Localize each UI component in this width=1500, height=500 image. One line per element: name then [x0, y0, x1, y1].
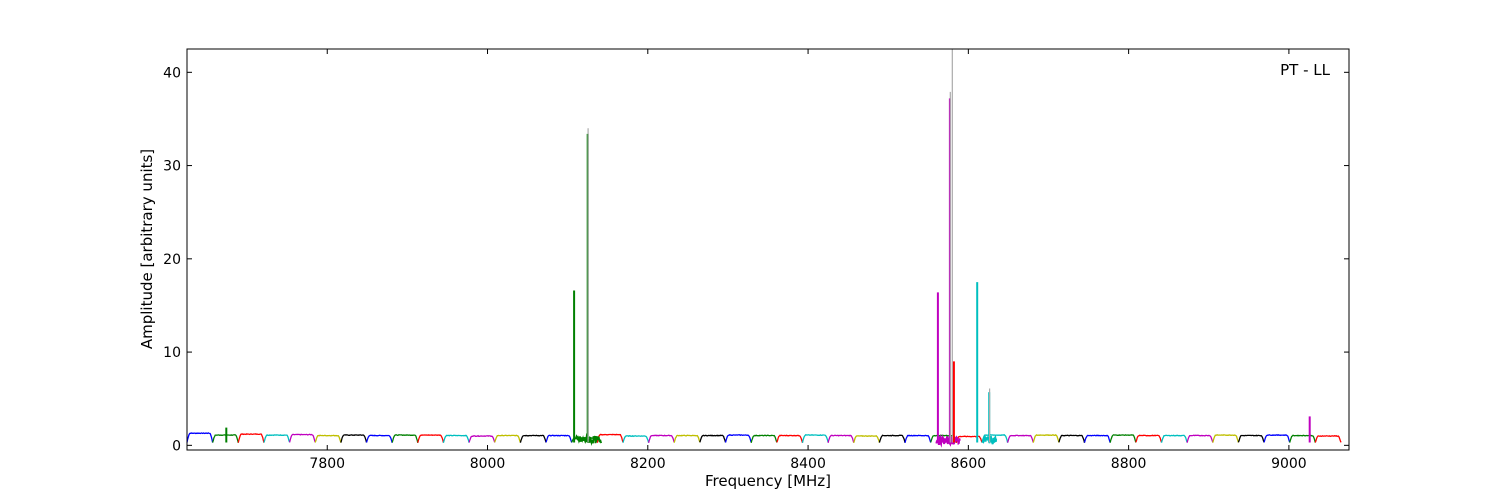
subband-curve-13: [494, 434, 522, 443]
y-tick-label: 40: [163, 65, 181, 81]
subband-curve-37: [1109, 434, 1137, 443]
subband-curve-8: [365, 434, 393, 443]
subband-curve-17: [596, 433, 624, 443]
subband-curve-40: [1186, 434, 1214, 443]
series-layer: [186, 432, 1342, 448]
y-tick-label: 10: [163, 345, 181, 361]
subband-curve-38: [1135, 434, 1163, 443]
subband-curve-45: [1314, 435, 1342, 443]
x-tick-label: 8800: [1111, 456, 1147, 472]
subband-curve-28: [878, 434, 906, 443]
y-tick-label: 30: [163, 159, 181, 175]
subband-curve-1: [186, 432, 214, 443]
x-tick-label: 8000: [470, 456, 506, 472]
y-tick-label: 0: [172, 438, 181, 454]
noisy-region-2: [935, 434, 961, 448]
subband-curve-18: [622, 434, 650, 443]
subband-curve-15: [545, 434, 573, 443]
subband-curve-27: [853, 434, 881, 443]
plot-frame: [186, 48, 1350, 451]
subband-curve-12: [468, 434, 496, 443]
subband-curve-4: [263, 434, 291, 443]
subband-curve-9: [391, 434, 419, 443]
x-tick-label: 8400: [790, 456, 826, 472]
subband-curve-7: [340, 434, 368, 443]
subband-curve-20: [673, 434, 701, 443]
subband-curve-10: [417, 434, 445, 443]
subband-curve-43: [1263, 434, 1291, 443]
y-axis-label: Amplitude [arbitrary units]: [138, 149, 156, 349]
subband-curve-21: [699, 434, 727, 443]
subband-curve-3: [237, 433, 265, 443]
subband-curve-33: [1006, 434, 1034, 443]
subband-curve-34: [1032, 433, 1060, 443]
y-tick-label: 20: [163, 252, 181, 268]
subband-curve-22: [724, 434, 752, 443]
subband-curve-23: [750, 434, 778, 443]
x-tick-label: 7800: [309, 456, 345, 472]
subband-curve-14: [519, 434, 547, 443]
subband-curve-11: [442, 434, 470, 443]
subband-curve-26: [827, 434, 855, 443]
tick-layer: 7800 8000 8200 8400 8600 8800 9000 0 10 20 30 40: [163, 49, 1349, 472]
subband-curve-39: [1160, 434, 1188, 443]
subband-curve-5: [288, 433, 316, 443]
subband-curve-42: [1237, 434, 1265, 443]
x-axis-label: Frequency [MHz]: [705, 472, 831, 490]
subband-curve-6: [314, 434, 342, 443]
annotation-label: PT - LL: [1280, 61, 1331, 79]
subband-curve-19: [647, 434, 675, 443]
subband-curve-32: [981, 433, 1009, 443]
subband-curve-24: [776, 434, 804, 443]
peak-layer: [225, 49, 1311, 443]
x-tick-label: 9000: [1271, 456, 1307, 472]
x-tick-label: 8600: [951, 456, 987, 472]
subband-curve-36: [1083, 434, 1111, 443]
subband-curve-44: [1289, 434, 1316, 443]
subband-curve-35: [1058, 434, 1086, 443]
subband-curve-41: [1212, 434, 1240, 443]
subband-curve-25: [801, 434, 829, 443]
subband-curve-29: [904, 434, 932, 443]
x-tick-label: 8200: [630, 456, 666, 472]
